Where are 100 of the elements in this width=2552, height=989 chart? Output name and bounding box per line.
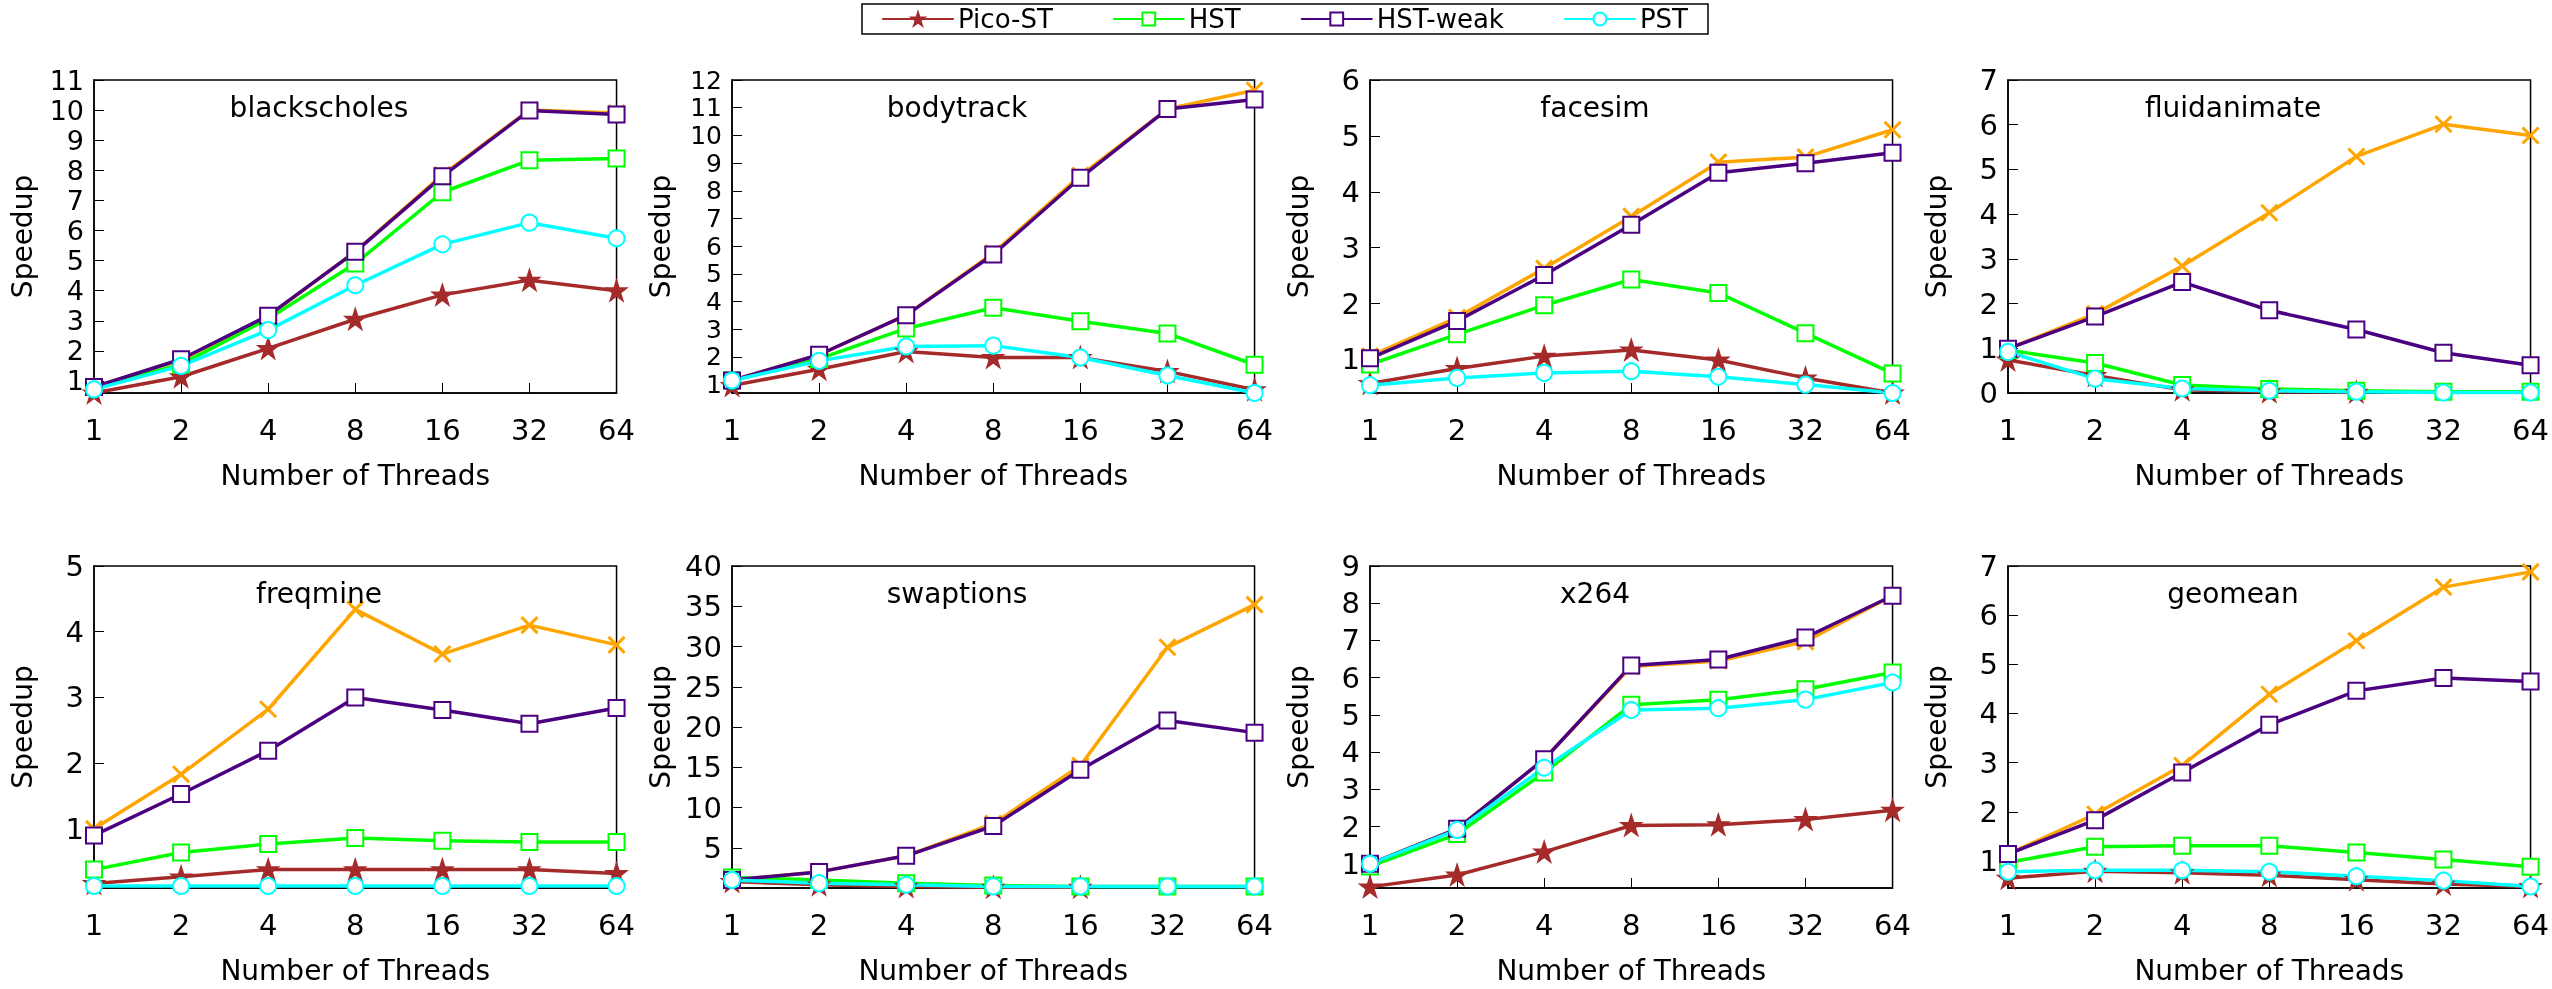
y-tick-label: 6 — [706, 231, 722, 261]
y-axis-title: Speedup — [643, 174, 677, 299]
x-tick-label: 8 — [1622, 907, 1641, 942]
y-tick-label: 4 — [1979, 696, 1998, 731]
chart-title: facesim — [1540, 90, 1650, 124]
chart-title: fluidanimate — [2144, 90, 2322, 124]
x-tick-label: 16 — [1699, 412, 1737, 447]
y-tick-label: 1 — [1979, 843, 1998, 878]
x-tick-label: 16 — [1061, 412, 1099, 447]
y-tick-label: 1 — [65, 811, 84, 846]
y-tick-label: 3 — [1341, 230, 1360, 265]
y-tick-label: 4 — [66, 275, 84, 307]
y-tick-label: 12 — [690, 65, 722, 95]
y-tick-label: 10 — [49, 94, 84, 126]
y-tick-label: 7 — [1979, 63, 1998, 97]
y-tick-label: 5 — [706, 259, 722, 289]
y-tick-label: 20 — [685, 710, 722, 744]
x-tick-label: 4 — [896, 907, 916, 942]
y-tick-label: 9 — [1341, 549, 1360, 583]
x-tick-label: 64 — [1874, 907, 1911, 942]
x-tick-label: 32 — [1149, 412, 1186, 447]
legend-label: PST — [1639, 4, 1689, 34]
chart-title: x264 — [1559, 576, 1631, 610]
x-tick-label: 16 — [1061, 907, 1099, 942]
x-tick-label: 4 — [258, 907, 278, 942]
y-axis-title: Speedup — [5, 665, 39, 789]
legend-label: HST-weak — [1376, 4, 1504, 34]
y-tick-label: 5 — [1979, 647, 1998, 682]
y-tick-label: 2 — [1341, 809, 1360, 844]
x-tick-label: 4 — [258, 412, 278, 447]
legend-label: HST — [1188, 4, 1241, 34]
chart-title: geomean — [2167, 576, 2299, 610]
chart-title: swaptions — [886, 576, 1028, 610]
x-tick-label: 32 — [2425, 907, 2462, 942]
y-tick-label: 3 — [66, 305, 84, 337]
x-tick-label: 8 — [2260, 412, 2279, 447]
y-tick-label: 5 — [1979, 152, 1998, 187]
y-tick-label: 6 — [66, 214, 84, 246]
y-tick-label: 4 — [1341, 174, 1360, 209]
y-tick-label: 6 — [1979, 107, 1998, 142]
x-tick-label: 2 — [2085, 907, 2105, 942]
x-tick-label: 8 — [984, 907, 1003, 942]
y-tick-label: 11 — [690, 93, 722, 123]
x-tick-label: 64 — [1236, 907, 1273, 942]
y-tick-label: 11 — [49, 64, 84, 96]
x-tick-label: 2 — [809, 412, 829, 447]
y-tick-label: 5 — [66, 245, 84, 277]
x-tick-label: 16 — [2337, 412, 2375, 447]
x-axis-title: Number of Threads — [1496, 953, 1767, 987]
y-tick-label: 5 — [65, 549, 84, 583]
x-tick-label: 64 — [2512, 412, 2549, 447]
y-tick-label: 10 — [690, 120, 722, 150]
y-tick-label: 9 — [66, 124, 84, 156]
y-tick-label: 1 — [66, 365, 84, 397]
x-tick-label: 16 — [1699, 907, 1737, 942]
y-tick-label: 6 — [1979, 598, 1998, 633]
x-tick-label: 8 — [2260, 907, 2279, 942]
y-tick-label: 7 — [1341, 623, 1360, 658]
y-tick-label: 0 — [1979, 376, 1998, 410]
y-tick-label: 5 — [703, 830, 722, 865]
x-tick-label: 64 — [1236, 412, 1273, 447]
chart-title: freqmine — [256, 576, 382, 610]
y-tick-label: 1 — [1341, 342, 1360, 377]
y-tick-label: 7 — [66, 184, 84, 216]
y-tick-label: 3 — [706, 314, 722, 344]
x-tick-label: 8 — [1622, 412, 1641, 447]
x-axis-title: Number of Threads — [858, 458, 1129, 492]
y-tick-label: 9 — [706, 148, 722, 178]
x-tick-label: 64 — [1874, 412, 1911, 447]
x-tick-label: 32 — [511, 907, 548, 942]
x-axis-title: Number of Threads — [1496, 458, 1767, 492]
x-axis-title: Number of Threads — [858, 953, 1129, 987]
x-tick-label: 32 — [1787, 412, 1824, 447]
chart-title: bodytrack — [886, 90, 1029, 124]
y-axis-title: Speedup — [5, 174, 39, 299]
y-axis-title: Speedup — [1919, 174, 1953, 299]
y-tick-label: 7 — [706, 204, 722, 233]
chart-title: blackscholes — [229, 90, 409, 124]
x-tick-label: 4 — [2172, 907, 2192, 942]
y-tick-label: 4 — [65, 614, 84, 649]
x-axis-title: Number of Threads — [2134, 458, 2405, 492]
y-tick-label: 8 — [66, 154, 84, 186]
y-axis-title: Speedup — [1281, 174, 1315, 299]
x-tick-label: 2 — [171, 907, 191, 942]
x-tick-label: 2 — [2085, 412, 2105, 447]
x-tick-label: 4 — [2172, 412, 2192, 447]
x-axis-title: Number of Threads — [220, 458, 491, 492]
y-tick-label: 6 — [1341, 63, 1360, 97]
y-tick-label: 2 — [1341, 286, 1360, 321]
y-tick-label: 3 — [1341, 772, 1360, 807]
x-tick-label: 4 — [896, 412, 916, 447]
y-tick-label: 5 — [1341, 118, 1360, 153]
x-tick-label: 8 — [984, 412, 1003, 447]
x-tick-label: 4 — [1534, 412, 1554, 447]
y-tick-label: 10 — [685, 790, 722, 825]
x-tick-label: 32 — [2425, 412, 2462, 447]
y-tick-label: 2 — [1979, 286, 1998, 321]
y-tick-label: 40 — [685, 549, 722, 583]
x-tick-label: 2 — [171, 412, 191, 447]
x-tick-label: 4 — [1534, 907, 1554, 942]
